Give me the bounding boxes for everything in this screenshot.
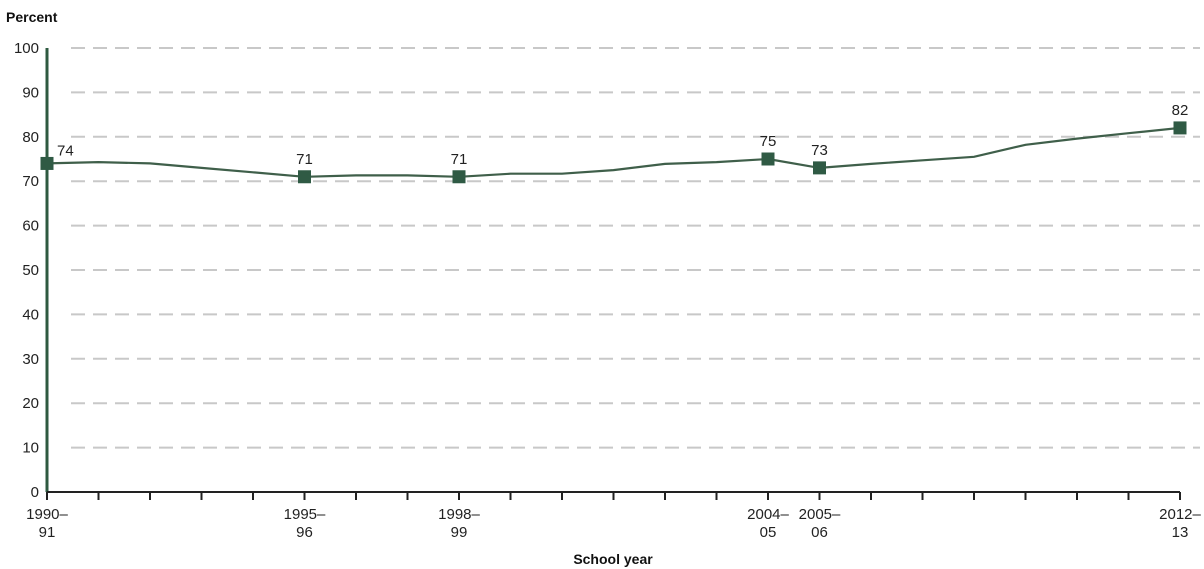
x-tick-label: 91 [39, 524, 56, 541]
y-tick-label: 0 [31, 484, 39, 501]
y-axis-title: Percent [6, 9, 58, 25]
data-label: 71 [296, 151, 313, 168]
y-tick-label: 40 [22, 306, 39, 323]
x-tick-label: 2012– [1159, 506, 1201, 523]
data-point-marker [761, 152, 775, 166]
x-tick-label: 99 [451, 524, 468, 541]
x-tick-label: 13 [1172, 524, 1189, 541]
x-axis-title: School year [573, 551, 653, 567]
y-axis-ticks: 0 10 20 30 40 50 60 70 80 90 100 [14, 40, 39, 501]
gridlines [71, 47, 1200, 449]
data-label: 74 [57, 142, 74, 159]
y-tick-label: 60 [22, 218, 39, 235]
series-layer [46, 126, 1181, 178]
data-point-marker [813, 161, 826, 175]
y-tick-label: 80 [22, 129, 39, 146]
data-point-marker [40, 156, 54, 170]
y-tick-label: 10 [22, 440, 39, 457]
data-point-marker [298, 170, 311, 184]
series-line [46, 126, 1181, 178]
data-label: 73 [811, 142, 828, 159]
y-tick-label: 70 [22, 173, 39, 190]
data-label: 71 [451, 151, 468, 168]
x-tick-label: 2005– [799, 506, 841, 523]
data-label: 75 [760, 133, 777, 150]
data-point-marker [1173, 121, 1187, 135]
data-label-layer: 74 71 71 75 73 82 [57, 102, 1188, 168]
marker-layer [40, 121, 1187, 184]
x-tick-label: 06 [811, 524, 828, 541]
data-label: 82 [1172, 102, 1189, 119]
data-point-marker [452, 170, 466, 184]
x-tick-label: 2004– [747, 506, 789, 523]
x-axis: 1990–91 1995–96 1998–99 2004–05 2005–06 2012–… [26, 48, 1202, 541]
x-tick-label: 1990– [26, 506, 68, 523]
y-tick-label: 20 [22, 395, 39, 412]
y-tick-label: 50 [22, 262, 39, 279]
y-tick-label: 30 [22, 351, 39, 368]
y-tick-label: 90 [22, 84, 39, 101]
x-tick-label: 05 [760, 524, 777, 541]
y-tick-label: 100 [14, 40, 39, 57]
x-tick-label: 96 [296, 524, 313, 541]
x-tick-label: 1998– [438, 506, 480, 523]
x-tick-label: 1995– [284, 506, 326, 523]
